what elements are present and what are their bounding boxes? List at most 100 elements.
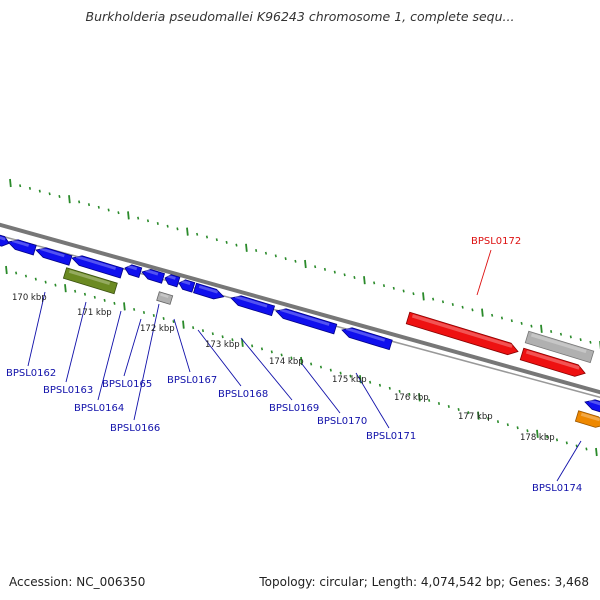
gene-arrow-BPSL0164[interactable] <box>62 267 118 295</box>
scale-tick-lower <box>369 380 372 384</box>
gene-arrow-BPSL0165b-shape[interactable] <box>141 267 166 284</box>
gene-label-BPSL0174[interactable]: BPSL0174 <box>532 483 582 494</box>
gene-label-BPSL0163[interactable]: BPSL0163 <box>43 385 93 396</box>
gene-arrow-BPSL0172-shape[interactable] <box>405 311 519 357</box>
scale-tick-lower <box>280 353 283 357</box>
gene-arrow-BPSL0169[interactable] <box>230 293 276 317</box>
map-title: Burkholderia pseudomallei K96243 chromos… <box>85 9 515 24</box>
scale-tick-upper <box>127 211 130 220</box>
scale-tick-lower <box>526 429 529 433</box>
scale-ticks-lower <box>5 265 598 457</box>
label-leader-BPSL0164 <box>97 310 122 401</box>
gene-arrow-BPSL0174-blue-shape[interactable] <box>584 397 600 417</box>
scale-tick-upper <box>137 216 140 220</box>
scale-tick-upper <box>382 284 386 288</box>
gene-label-BPSL0169[interactable]: BPSL0169 <box>269 403 319 414</box>
gene-arrow-BPSL0162-shape[interactable] <box>35 245 73 266</box>
gene-arrow-BPSL0164-shape[interactable] <box>62 267 118 295</box>
scale-tick-upper <box>510 319 513 323</box>
label-leader-BPSL0165 <box>123 318 142 377</box>
gene-arrow-BPSL0167-sheen <box>181 279 191 286</box>
gene-arrow-BPSL0170-shape[interactable] <box>275 306 338 335</box>
topology-summary-text: Topology: circular; Length: 4,074,542 bp… <box>259 575 589 589</box>
gene-arrow-BPSL0163-shape[interactable] <box>71 253 124 279</box>
gene-arrow-BPSL0174-sheen <box>580 412 600 422</box>
gene-label-BPSL0170[interactable]: BPSL0170 <box>317 416 367 427</box>
scale-tick-lower <box>270 350 273 354</box>
scale-tick-lower <box>398 389 401 393</box>
scale-tick-upper <box>579 338 582 342</box>
scale-tick-lower <box>536 429 539 438</box>
gene-arrow-upstream-1-shape[interactable] <box>0 232 11 248</box>
gene-label-BPSL0172[interactable]: BPSL0172 <box>471 236 521 247</box>
gene-arrow-BPSL0167a-shape[interactable] <box>164 273 181 288</box>
gene-arrow-BPSL0171-shape[interactable] <box>341 325 393 351</box>
scale-tick-upper <box>186 227 189 236</box>
scale-tick-upper <box>294 259 297 263</box>
gene-arrow-BPSL0173[interactable] <box>519 347 587 379</box>
gene-label-BPSL0168[interactable]: BPSL0168 <box>218 389 268 400</box>
gene-arrow-BPSL0174[interactable] <box>574 410 600 430</box>
gene-arrow-BPSL0165-shape[interactable] <box>124 263 143 278</box>
gene-arrow-upstream-2[interactable] <box>7 237 37 256</box>
scale-label-4: 173 kbp <box>205 340 240 350</box>
gene-label-BPSL0166[interactable]: BPSL0166 <box>110 423 160 434</box>
scale-tick-lower <box>83 292 87 296</box>
gene-label-BPSL0171[interactable]: BPSL0171 <box>366 431 416 442</box>
scale-tick-lower <box>211 332 214 336</box>
gene-arrow-BPSL0165b[interactable] <box>141 267 166 284</box>
gene-arrow-BPSL0174-blue[interactable] <box>584 397 600 417</box>
scale-tick-lower <box>172 320 175 324</box>
gene-arrow-BPSL0171[interactable] <box>341 325 393 351</box>
gene-arrow-upstream-2-shape[interactable] <box>7 237 37 256</box>
gene-arrow-BPSL0166[interactable] <box>156 291 174 305</box>
scale-tick-upper <box>500 316 504 320</box>
scale-tick-upper <box>215 238 218 242</box>
gene-arrow-BPSL0173-shape[interactable] <box>519 347 587 379</box>
gene-arrow-BPSL0167[interactable] <box>178 278 196 293</box>
gene-arrow-pseudo-shape[interactable] <box>524 330 595 364</box>
scale-tick-upper <box>146 219 150 223</box>
scale-tick-upper <box>540 324 543 333</box>
scale-tick-lower <box>565 441 568 445</box>
scale-tick-lower <box>15 271 18 275</box>
scale-label-1: 170 kbp <box>12 293 47 303</box>
gene-track <box>0 232 600 430</box>
gene-arrow-BPSL0163[interactable] <box>71 253 124 279</box>
gene-label-BPSL0167[interactable]: BPSL0167 <box>167 375 217 386</box>
scale-tick-lower <box>221 335 224 339</box>
gene-arrow-BPSL0163-sheen <box>75 255 117 270</box>
gene-arrow-BPSL0166-sheen <box>160 293 169 299</box>
gene-arrow-BPSL0170[interactable] <box>275 306 338 335</box>
gene-arrow-BPSL0169-shape[interactable] <box>230 293 276 317</box>
gene-label-BPSL0162[interactable]: BPSL0162 <box>6 368 56 379</box>
gene-arrow-upstream-1[interactable] <box>0 232 11 248</box>
gene-arrow-BPSL0162[interactable] <box>35 245 73 266</box>
label-leader-BPSL0162 <box>27 291 46 367</box>
gene-arrow-BPSL0172[interactable] <box>405 311 519 357</box>
scale-tick-upper <box>422 292 425 301</box>
label-leader-BPSL0163 <box>65 301 87 383</box>
scale-tick-upper <box>117 211 120 215</box>
scale-tick-lower <box>339 371 342 375</box>
gene-arrow-BPSL0165[interactable] <box>124 263 143 278</box>
label-leader-BPSL0171 <box>355 372 390 429</box>
scale-tick-lower <box>575 444 578 448</box>
gene-arrow-BPSL0168-shape[interactable] <box>193 282 226 301</box>
gene-arrow-BPSL0166-shape[interactable] <box>156 291 174 305</box>
gene-label-BPSL0164[interactable]: BPSL0164 <box>74 403 124 414</box>
gene-arrow-pseudo[interactable] <box>524 330 595 364</box>
scale-label-5: 174 kbp <box>269 357 304 367</box>
scale-tick-lower <box>133 307 136 311</box>
gene-arrow-BPSL0167-shape[interactable] <box>178 278 196 293</box>
gene-arrow-BPSL0168[interactable] <box>193 282 226 301</box>
gene-arrow-BPSL0165-sheen <box>127 264 138 271</box>
scale-tick-lower <box>93 295 96 299</box>
scale-label-9: 178 kbp <box>520 433 555 443</box>
gene-arrow-BPSL0167a[interactable] <box>164 273 181 288</box>
gene-arrow-BPSL0174-shape[interactable] <box>574 410 600 430</box>
scale-tick-lower <box>595 447 598 457</box>
gene-arrow-BPSL0162-sheen <box>39 247 65 258</box>
gene-label-BPSL0165[interactable]: BPSL0165 <box>102 379 152 390</box>
